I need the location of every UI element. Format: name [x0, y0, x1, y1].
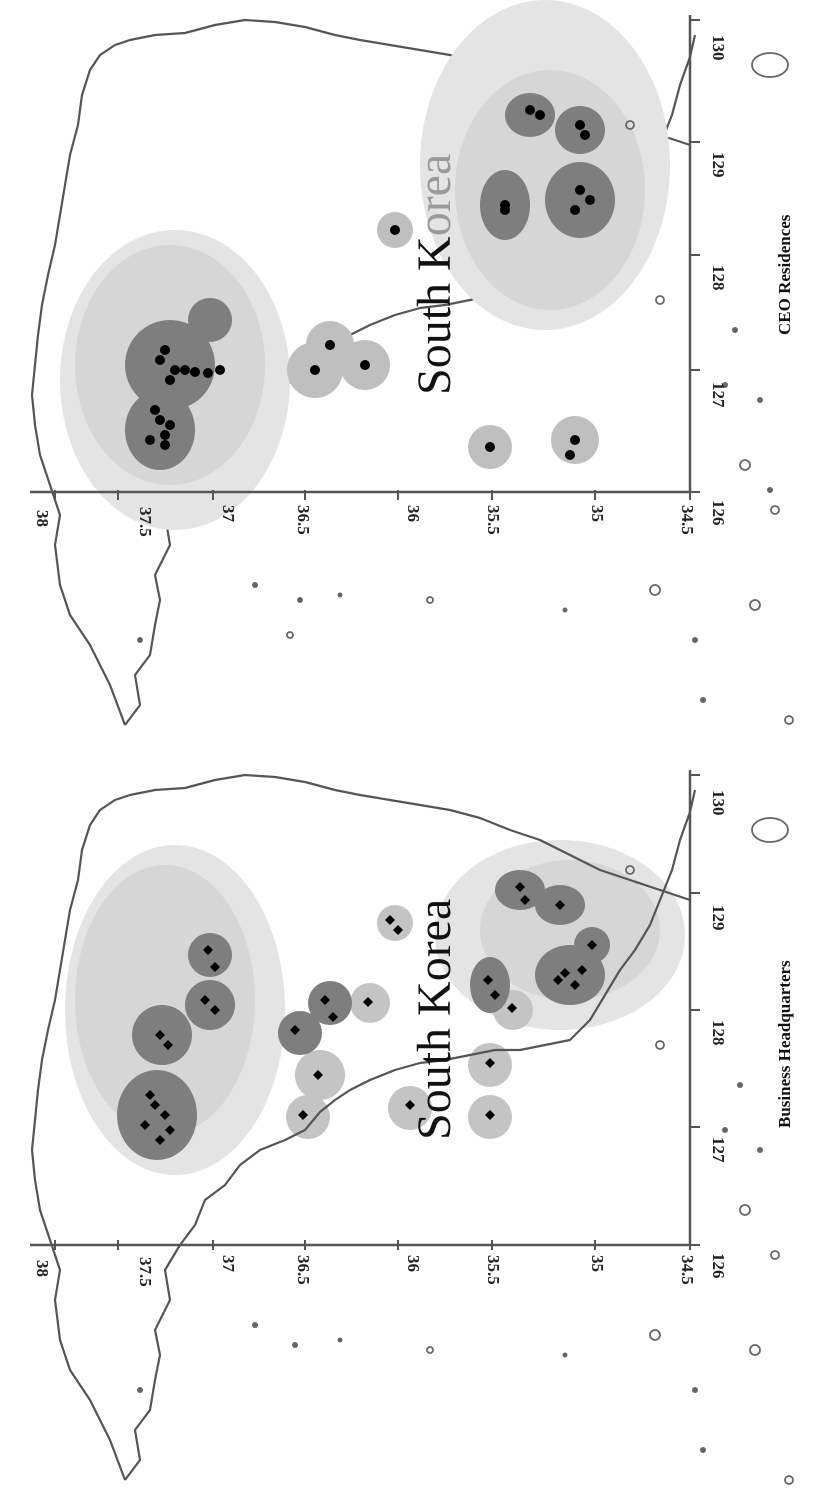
- lat-label-36-5: 36.5: [294, 505, 313, 535]
- ceo-marker: [325, 340, 335, 350]
- bh-lat-ticks: 38 37.5 37 36.5 36 35.5 35 34.5: [33, 1240, 697, 1287]
- ceo-marker: [565, 450, 575, 460]
- ceo-marker: [155, 355, 165, 365]
- bh-lon-label-129: 129: [709, 905, 728, 931]
- bh-lat-label-36-5: 36.5: [294, 1255, 313, 1285]
- lat-label-37-5: 37.5: [136, 507, 155, 537]
- ceo-marker: [145, 435, 155, 445]
- ceo-marker: [360, 360, 370, 370]
- bh-lat-label-38: 38: [33, 1260, 52, 1277]
- ceo-cluster: [545, 162, 615, 238]
- lat-label-35: 35: [588, 505, 607, 522]
- ceo-marker: [160, 345, 170, 355]
- lon-label-126: 126: [709, 500, 728, 526]
- ceo-marker: [203, 368, 213, 378]
- ceo-marker: [160, 430, 170, 440]
- ceo-marker: [165, 375, 175, 385]
- ceo-marker: [535, 110, 545, 120]
- ceo-cluster: [125, 320, 215, 410]
- bh-lon-label-130: 130: [709, 790, 728, 816]
- lon-label-127: 127: [709, 382, 728, 408]
- islands: [137, 52, 789, 703]
- lon-label-128: 128: [709, 265, 728, 291]
- ceo-marker: [310, 365, 320, 375]
- lon-ticks-top: 126 127 128 129 130: [690, 19, 728, 526]
- bh-lon-label-128: 128: [709, 1020, 728, 1046]
- lat-label-37: 37: [219, 505, 238, 523]
- caption-ceo-residences: CEO Residences: [775, 214, 794, 335]
- bh-coastline: [30, 773, 697, 1481]
- bh-lat-label-35: 35: [588, 1255, 607, 1272]
- ceo-marker: [570, 435, 580, 445]
- ceo-marker: [485, 442, 495, 452]
- top-axes: [30, 15, 692, 494]
- bh-lon-label-127: 127: [709, 1137, 728, 1163]
- bh-lon-ticks: 126 127 128 129 130: [690, 774, 728, 1279]
- country-label-bottom: South Korea: [408, 899, 461, 1140]
- bh-lat-label-36: 36: [404, 1255, 423, 1272]
- hq-markers: [140, 882, 597, 1145]
- bh-cluster-cores: [117, 870, 610, 1160]
- lon-label-129: 129: [709, 152, 728, 178]
- ceo-marker: [165, 420, 175, 430]
- ceo-marker: [170, 365, 180, 375]
- panel-business-headquarters: 38 37.5 37 36.5 36 35.5 35 34.5 126 127 …: [30, 715, 794, 1485]
- caption-business-headquarters: Business Headquarters: [775, 960, 794, 1128]
- ceo-marker: [215, 365, 225, 375]
- ceo-marker: [575, 185, 585, 195]
- bh-lon-label-126: 126: [709, 1253, 728, 1279]
- ceo-cluster: [125, 390, 195, 470]
- ceo-marker: [500, 205, 510, 215]
- ceo-marker: [180, 365, 190, 375]
- ceo-marker: [525, 105, 535, 115]
- ceo-marker: [390, 225, 400, 235]
- ceo-marker: [155, 415, 165, 425]
- bh-islands: [137, 715, 794, 1485]
- panel-ceo-residences: 38 37.5 37 36.5 36 35.5 35 34.5 126 127 …: [30, 0, 794, 726]
- bh-lat-label-34-5: 34.5: [678, 1255, 697, 1285]
- ceo-marker: [160, 440, 170, 450]
- country-label-top: South Korea: [408, 154, 461, 395]
- ceo-map-layer: [30, 0, 697, 726]
- ceo-marker: [575, 120, 585, 130]
- bh-lat-label-35-5: 35.5: [484, 1255, 503, 1285]
- lat-label-34-5: 34.5: [678, 505, 697, 535]
- ceo-marker: [570, 205, 580, 215]
- ceo-marker: [580, 130, 590, 140]
- ceo-marker: [150, 405, 160, 415]
- ceo-marker: [190, 367, 200, 377]
- lon-label-130: 130: [709, 35, 728, 61]
- lat-label-35-5: 35.5: [484, 505, 503, 535]
- lat-label-38: 38: [33, 510, 52, 527]
- ceo-marker: [585, 195, 595, 205]
- bh-lat-label-37: 37: [219, 1255, 238, 1273]
- bh-lat-label-37-5: 37.5: [136, 1257, 155, 1287]
- ceo-cluster: [188, 298, 232, 342]
- lat-label-36: 36: [404, 505, 423, 522]
